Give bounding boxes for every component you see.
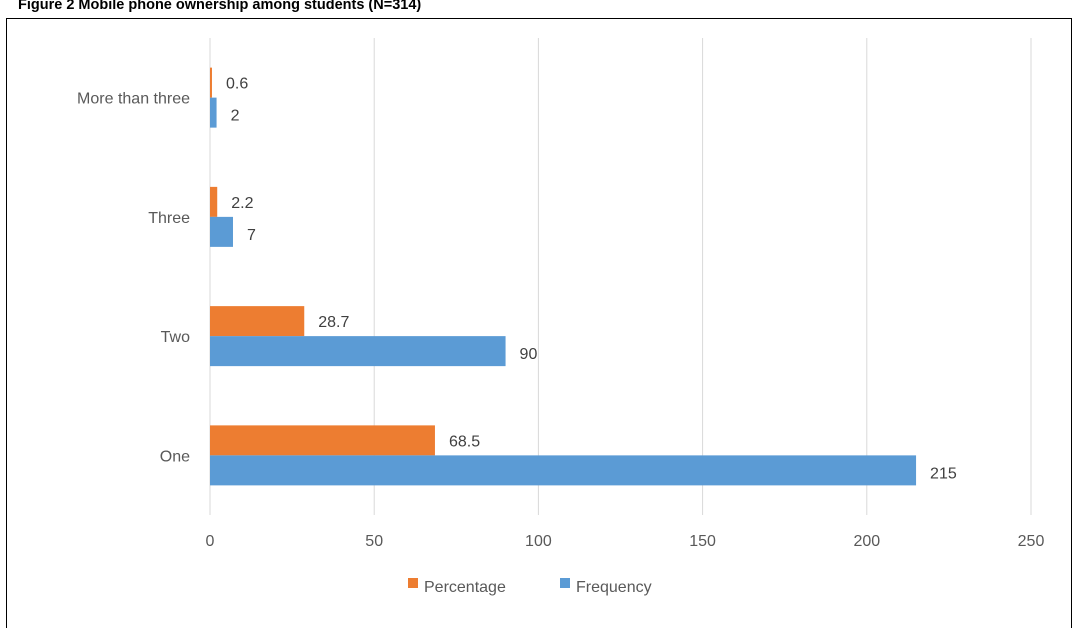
data-label-frequency: 90	[520, 346, 538, 363]
data-label-percentage: 0.6	[226, 76, 248, 93]
chart-frame	[6, 18, 1072, 628]
category-label: One	[160, 448, 190, 465]
legend-label-percentage: Percentage	[424, 579, 506, 596]
x-tick-label: 200	[853, 533, 880, 550]
data-label-percentage: 28.7	[318, 314, 349, 331]
data-label-frequency: 2	[231, 108, 240, 125]
bar-frequency	[210, 97, 217, 128]
bar-percentage	[210, 306, 305, 337]
bar-frequency	[210, 455, 917, 486]
legend-label-frequency: Frequency	[576, 579, 652, 596]
labels: 0 50 100 150 200 250 68.5 215 One 28.7 90 Two 2.2 7 Th…	[77, 76, 1044, 550]
data-label-percentage: 68.5	[449, 433, 480, 450]
legend-swatch-frequency	[560, 578, 570, 588]
data-label-frequency: 7	[247, 227, 256, 244]
x-tick-label: 0	[206, 533, 215, 550]
x-tick-label: 100	[525, 533, 552, 550]
figure-title: Figure 2 Mobile phone ownership among st…	[18, 0, 422, 13]
category-label: More than three	[77, 91, 190, 108]
data-label-frequency: 215	[930, 465, 957, 482]
bars	[210, 67, 917, 486]
bar-percentage	[210, 186, 218, 217]
category-label: Two	[161, 329, 190, 346]
bar-frequency	[210, 336, 506, 367]
x-tick-label: 250	[1018, 533, 1045, 550]
legend-swatch-percentage	[408, 578, 418, 588]
legend: Percentage Frequency	[408, 578, 652, 596]
bar-frequency	[210, 216, 233, 247]
category-label: Three	[148, 210, 190, 227]
bar-percentage	[210, 425, 435, 456]
data-label-percentage: 2.2	[231, 195, 253, 212]
x-tick-label: 150	[689, 533, 716, 550]
bar-percentage	[210, 67, 212, 98]
x-tick-label: 50	[365, 533, 383, 550]
